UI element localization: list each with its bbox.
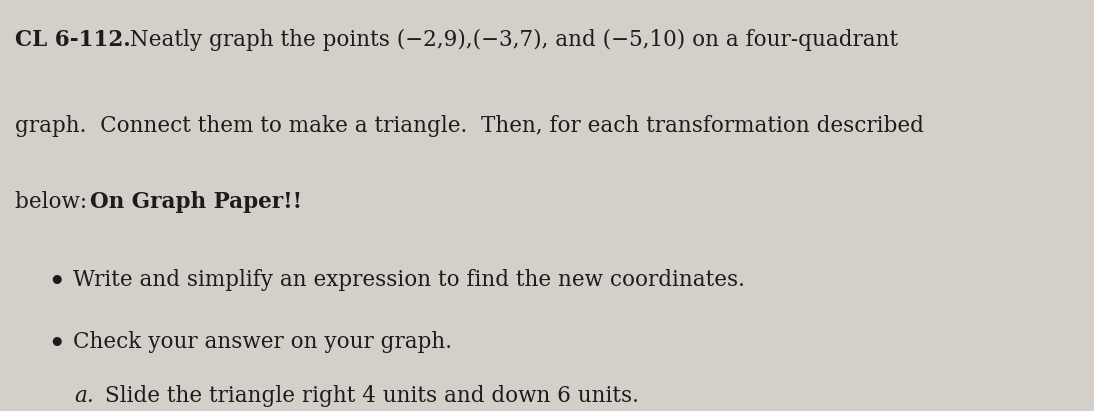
Text: •: • <box>48 331 65 356</box>
Text: On Graph Paper!!: On Graph Paper!! <box>90 191 302 213</box>
Text: Check your answer on your graph.: Check your answer on your graph. <box>73 331 452 353</box>
Text: a.: a. <box>74 385 94 407</box>
Text: below:: below: <box>15 191 101 213</box>
Text: Write and simplify an expression to find the new coordinates.: Write and simplify an expression to find… <box>73 269 745 291</box>
Text: Neatly graph the points (−2,9),(−3,7), and (−5,10) on a four-quadrant: Neatly graph the points (−2,9),(−3,7), a… <box>123 29 898 51</box>
Text: graph.  Connect them to make a triangle.  Then, for each transformation describe: graph. Connect them to make a triangle. … <box>15 115 924 137</box>
Text: CL 6-112.: CL 6-112. <box>15 29 131 51</box>
Text: Slide the triangle right 4 units and down 6 units.: Slide the triangle right 4 units and dow… <box>105 385 639 407</box>
Text: •: • <box>48 269 65 294</box>
